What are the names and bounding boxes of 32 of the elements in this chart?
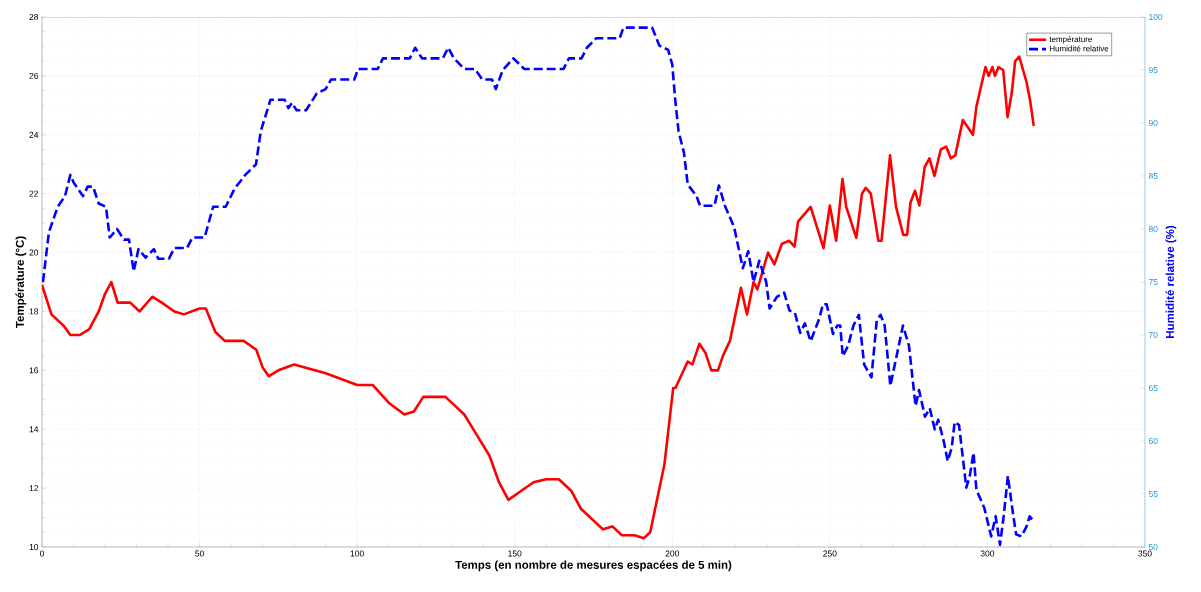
x-tick-label: 0 xyxy=(39,550,45,557)
x-tick-label: 150 xyxy=(508,550,522,557)
y2-tick-label: 90 xyxy=(1148,120,1158,126)
x-tick-label: 300 xyxy=(980,550,995,557)
y2-tick-label: 95 xyxy=(1148,67,1158,73)
y-tick-label: 20 xyxy=(29,249,39,256)
y2-tick-label: 75 xyxy=(1148,279,1158,285)
y-tick-label: 18 xyxy=(29,308,39,315)
x-axis-title: Temps (en nombre de mesures espacées de 5 min) xyxy=(455,560,732,572)
y-tick-label: 22 xyxy=(29,190,39,197)
y2-tick-label: 80 xyxy=(1148,226,1158,232)
y2-tick-label: 60 xyxy=(1148,438,1158,444)
y2-tick-label: 70 xyxy=(1148,332,1158,338)
y-tick-label: 24 xyxy=(29,131,39,138)
y2-tick-label: 55 xyxy=(1148,491,1158,497)
x-tick-label: 50 xyxy=(195,550,204,557)
y-tick-label: 26 xyxy=(29,72,39,79)
y-tick-label: 14 xyxy=(29,426,39,433)
x-tick-label: 200 xyxy=(665,550,679,557)
y2-tick-label: 65 xyxy=(1148,385,1158,391)
x-tick-label: 350 xyxy=(1138,550,1152,557)
y2-tick-label: 50 xyxy=(1148,544,1158,550)
y-tick-label: 12 xyxy=(29,485,39,492)
y-tick-label: 28 xyxy=(29,14,39,20)
x-tick-label: 100 xyxy=(350,550,364,557)
y2-axis-title: Humidité relative (%) xyxy=(1165,225,1177,338)
y2-tick-label: 100 xyxy=(1149,14,1163,20)
y-axis-title: Température (°C) xyxy=(15,236,27,328)
x-tick-label: 250 xyxy=(823,550,837,557)
y-tick-label: 10 xyxy=(29,544,39,550)
y2-tick-label: 85 xyxy=(1148,173,1158,179)
y-tick-label: 16 xyxy=(29,367,39,374)
